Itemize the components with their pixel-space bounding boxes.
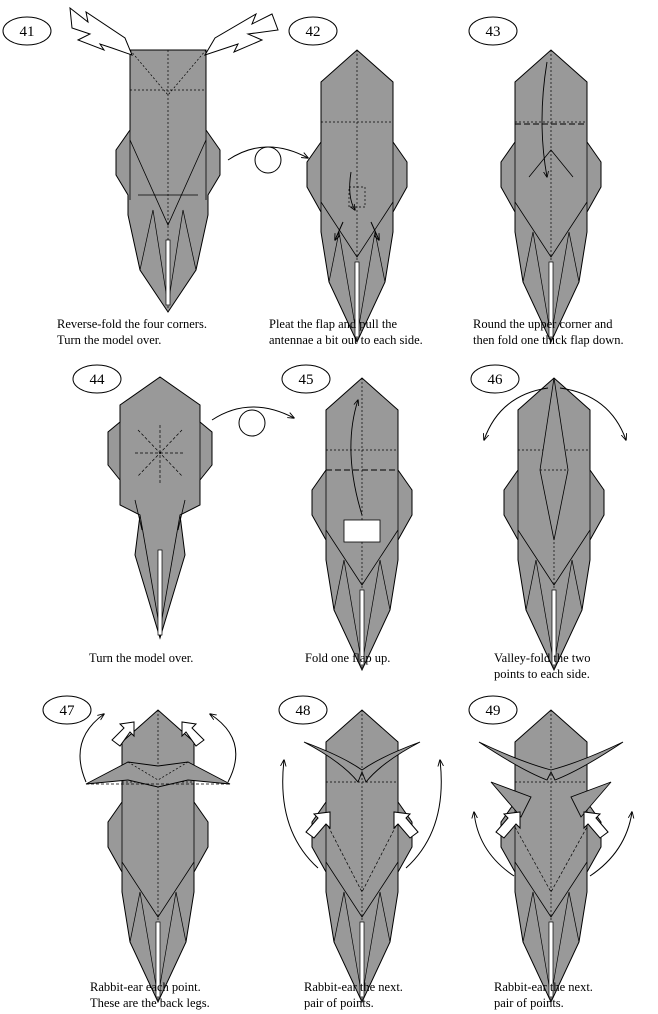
step-45: 45 Fold one flap up.: [281, 364, 413, 671]
step-46-caption-line2: points to each side.: [494, 667, 590, 681]
step-41-caption-line2: Turn the model over.: [57, 333, 161, 347]
hollow-arrow-left: [305, 811, 331, 839]
step-number: 43: [486, 24, 501, 40]
step-46-caption-line1: Valley-fold the two: [494, 651, 591, 665]
fold-arrow-left: [79, 714, 104, 783]
model-44: [107, 376, 213, 640]
step-number-badge: [468, 16, 518, 46]
step-number-badge: [281, 364, 331, 394]
model-43: [500, 49, 602, 343]
step-number-badge: [468, 695, 518, 725]
reverse-fold-arrow-right: [203, 12, 279, 56]
step-42-caption-line1: Pleat the flap and pull the: [269, 317, 398, 331]
step-number: 49: [486, 703, 501, 719]
step-46: 46 Valley-fold the two points to each si…: [470, 364, 626, 681]
model-47: [85, 709, 231, 1003]
step-47-caption-line2: These are the back legs.: [90, 996, 210, 1010]
turn-over-symbol: [227, 146, 308, 174]
step-number: 41: [20, 24, 35, 40]
reverse-fold-arrow-left: [69, 6, 133, 56]
step-43-caption-line1: Round the upper corner and: [473, 317, 613, 331]
model-45: [311, 377, 413, 671]
fold-arrow-left: [474, 812, 515, 877]
hollow-arrow-right: [181, 721, 205, 747]
step-number-badge: [72, 364, 122, 394]
step-42: 42 Pleat the flap and pull the antennae …: [269, 16, 423, 347]
hollow-arrow-right: [393, 811, 419, 839]
step-48: 48 Rabbit-ear the next. pair of points.: [278, 695, 441, 1010]
step-49-caption-line1: Rabbit-ear the next.: [494, 980, 593, 994]
step-number-badge: [42, 695, 92, 725]
step-48-caption-line1: Rabbit-ear the next.: [304, 980, 403, 994]
step-45-caption: Fold one flap up.: [305, 651, 390, 665]
fold-arrow-left: [484, 387, 549, 440]
model-46: [503, 377, 605, 671]
fold-arrow-right: [589, 812, 632, 877]
step-42-caption-line2: antennae a bit out to each side.: [269, 333, 423, 347]
step-number-badge: [470, 364, 520, 394]
step-44: 44 Turn the model over.: [72, 364, 213, 665]
step-number-badge: [278, 695, 328, 725]
step-48-caption-line2: pair of points.: [304, 996, 374, 1010]
fold-arrow-right: [210, 714, 237, 783]
step-43: 43 Round the upper corner and then fold …: [468, 16, 624, 347]
step-number: 48: [296, 703, 311, 719]
fold-arrow-right: [559, 387, 626, 440]
step-47: 47 Rabbit-ear each point. These are the …: [42, 695, 237, 1010]
step-44-caption: Turn the model over.: [89, 651, 193, 665]
fold-arrow-right: [405, 760, 441, 869]
step-43-caption-line2: then fold one thick flap down.: [473, 333, 624, 347]
step-number: 44: [90, 372, 106, 388]
step-number: 42: [306, 24, 321, 40]
hollow-arrow-right: [583, 811, 609, 839]
step-number: 45: [299, 372, 314, 388]
fold-arrow-left: [283, 760, 319, 869]
step-49-caption-line2: pair of points.: [494, 996, 564, 1010]
step-number: 46: [488, 372, 504, 388]
model-49: [478, 709, 624, 1003]
step-47-caption-line1: Rabbit-ear each point.: [90, 980, 201, 994]
model-41: [115, 49, 221, 313]
turn-over-symbol: [211, 406, 294, 437]
model-48: [303, 709, 421, 1003]
step-41-caption-line1: Reverse-fold the four corners.: [57, 317, 207, 331]
step-41: 41 Reverse-fold the four corners. Turn t…: [2, 6, 279, 347]
hollow-arrow-left: [111, 721, 135, 747]
step-49: 49 Rabbit-ear the next. pair of points.: [468, 695, 632, 1010]
step-number-badge: [288, 16, 338, 46]
step-number-badge: [2, 16, 52, 46]
step-number: 47: [60, 703, 76, 719]
model-42: [306, 49, 408, 343]
hollow-arrow-left: [495, 811, 521, 839]
